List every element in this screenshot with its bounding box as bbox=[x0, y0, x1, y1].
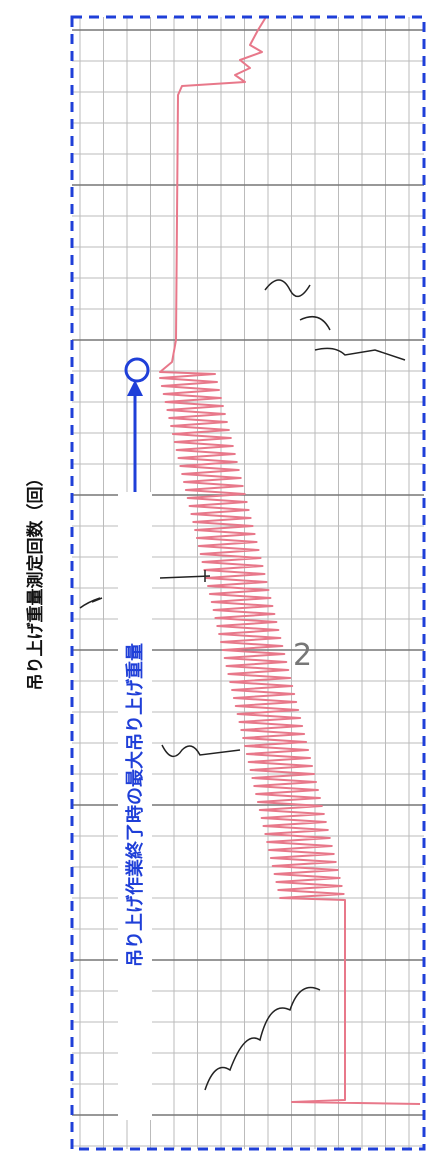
handwriting-mark bbox=[264, 279, 406, 361]
dashed-frame bbox=[70, 15, 426, 1151]
handwriting-mark bbox=[79, 597, 103, 609]
annotation: 吊り上げ作業終了時の最大吊り上げ重量 bbox=[124, 643, 146, 967]
highlight-circle bbox=[124, 357, 150, 383]
handwriting-mark bbox=[204, 986, 321, 1091]
recorder-trace bbox=[159, 16, 421, 1105]
annotation-box bbox=[118, 492, 152, 1120]
grid-number: 2 bbox=[293, 638, 312, 673]
handwriting-mark bbox=[159, 570, 211, 582]
handwriting-mark bbox=[161, 744, 241, 758]
axis-label: 吊り上げ重量測定回数（回） bbox=[25, 470, 46, 691]
arrow-head bbox=[127, 380, 143, 396]
